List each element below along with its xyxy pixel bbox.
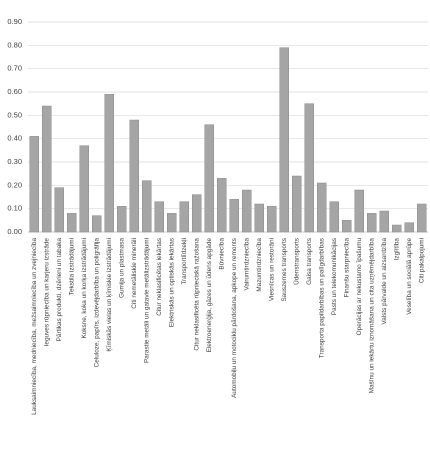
x-tick-label: Pasts un telekomunikācijas [331, 238, 338, 315]
bar [217, 178, 227, 233]
y-tick-label: 0.30 [7, 157, 22, 166]
y-tick-label: 0.20 [7, 180, 22, 189]
x-tick-label: Viesnīcas un restorāni [268, 238, 275, 301]
x-tick-label: Operācijas ar nekustamo īpašumu [356, 238, 363, 336]
x-tick-label: Ķīmiskās vielas un ķīmiskie izstrādājumi [106, 238, 113, 352]
bar [204, 124, 214, 233]
y-tick-label: 0.70 [7, 64, 22, 73]
bar [104, 94, 114, 233]
x-tick-label: Gumija un plastmasa [118, 238, 125, 298]
bar [254, 203, 264, 233]
x-tick-label: Valsts pārvalde un aizsardzība [381, 238, 388, 325]
x-tick-label: Veselība un sociālā aprūpe [406, 238, 413, 315]
x-tick-label: Citi pakalpojumi [418, 238, 425, 283]
x-tick-label: Automobiļu un motociklu pārdošana, apkop… [231, 238, 238, 398]
bar [317, 182, 327, 233]
bar [167, 213, 177, 233]
x-tick-label: Mašīnu un iekārtu iznomāšana un cita uzņ… [368, 238, 375, 394]
bar [29, 136, 39, 233]
x-tick-label: Transporta papildarbības un palīgdarbība… [318, 238, 325, 358]
bar [292, 175, 302, 233]
y-tick-label: 0.60 [7, 87, 22, 96]
y-tick-label: 0.10 [7, 204, 22, 213]
x-tick-label: Elektroenerģija, gāzes un ūdens apgāde [205, 238, 213, 353]
x-tick-label: Citur neklasificētas iekārtas [156, 238, 163, 316]
x-tick-label: Vairumtirdzniecība [243, 238, 250, 291]
y-tick-label: 0.00 [7, 227, 22, 236]
x-tick-label: Tekstila izstrādājumi [68, 238, 75, 295]
x-tick-label: Citur neklasificēta rūpnieciskā ražošana [193, 238, 200, 351]
y-tick-label: 0.40 [7, 134, 22, 143]
bar [267, 206, 277, 233]
bar [129, 119, 139, 233]
bar [404, 222, 414, 233]
x-tick-label: Parastie metāli un gatavie metālizstrādā… [143, 238, 150, 363]
bar [279, 47, 289, 233]
x-tick-label: Transportlīdzekļi [181, 238, 188, 285]
bar [79, 145, 89, 233]
bar [142, 180, 152, 233]
bar [54, 187, 64, 233]
bar [117, 206, 127, 233]
x-tick-label: Koksne, koka un korķa izstrādājumi [81, 238, 88, 339]
y-tick-label: 0.80 [7, 40, 22, 49]
x-tick-label: Celuloze, papīrs, izdevējdarbība un poli… [93, 238, 100, 368]
bar [229, 199, 239, 233]
bar [242, 189, 252, 233]
bar [342, 220, 352, 233]
bar [354, 189, 364, 233]
x-tick-label: Izglītība [393, 238, 400, 261]
bar [304, 103, 314, 233]
x-tick-label: Lauksaimniecība, medniecība, mežsaimniec… [31, 238, 38, 415]
y-tick-label: 0.90 [7, 17, 22, 26]
x-tick-label: Sauszemes transports [281, 238, 288, 302]
y-tick-label: 0.50 [7, 110, 22, 119]
x-tick-label: Gaisa transports [306, 238, 313, 285]
x-tick-label: Būvniecība [218, 238, 225, 270]
x-tick-label: Finanšu starpniecība [343, 238, 350, 298]
x-tick-label: Elektriskās un optiskās iekārtas [168, 238, 175, 327]
x-tick-label: Ieguves rūpniecība un karjeru izstrāde [43, 238, 50, 347]
x-tick-label: Ūdenstransports [292, 238, 300, 285]
x-tick-label: Citi nemetāliskie minerāli [131, 238, 138, 309]
bar [379, 210, 389, 233]
bar [367, 213, 377, 233]
bar [67, 213, 77, 233]
bar [392, 224, 402, 233]
bar [92, 215, 102, 233]
bar [192, 194, 202, 233]
bar [179, 201, 189, 233]
x-tick-label: Mazumtirdzniecība [256, 238, 263, 292]
bar [154, 201, 164, 233]
bar [329, 201, 339, 233]
x-tick-label: Pārtikas produkti, dzērieni un tabaka [56, 238, 63, 342]
bar [42, 105, 52, 233]
bar [417, 203, 427, 233]
